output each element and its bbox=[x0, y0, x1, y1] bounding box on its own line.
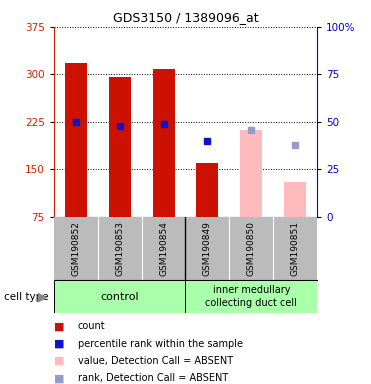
Title: GDS3150 / 1389096_at: GDS3150 / 1389096_at bbox=[113, 11, 258, 24]
Text: GSM190850: GSM190850 bbox=[247, 221, 256, 276]
Text: GSM190851: GSM190851 bbox=[291, 221, 300, 276]
Text: GSM190852: GSM190852 bbox=[71, 221, 80, 276]
Text: ■: ■ bbox=[54, 339, 64, 349]
Text: GSM190853: GSM190853 bbox=[115, 221, 124, 276]
Text: rank, Detection Call = ABSENT: rank, Detection Call = ABSENT bbox=[78, 373, 228, 383]
Text: inner medullary
collecting duct cell: inner medullary collecting duct cell bbox=[206, 285, 297, 308]
Bar bbox=[65, 63, 87, 217]
Text: ■: ■ bbox=[54, 356, 64, 366]
Text: ■: ■ bbox=[54, 373, 64, 383]
Bar bbox=[197, 163, 219, 217]
Text: count: count bbox=[78, 321, 105, 331]
Bar bbox=[284, 182, 306, 217]
Text: percentile rank within the sample: percentile rank within the sample bbox=[78, 339, 243, 349]
Text: control: control bbox=[100, 291, 139, 302]
Text: cell type: cell type bbox=[4, 291, 48, 302]
Bar bbox=[109, 77, 131, 217]
Bar bbox=[54, 280, 185, 313]
Text: ■: ■ bbox=[54, 321, 64, 331]
Bar bbox=[186, 280, 317, 313]
Text: GSM190854: GSM190854 bbox=[159, 221, 168, 276]
Text: value, Detection Call = ABSENT: value, Detection Call = ABSENT bbox=[78, 356, 233, 366]
Text: GSM190849: GSM190849 bbox=[203, 221, 212, 276]
Bar bbox=[240, 129, 262, 217]
Text: ▶: ▶ bbox=[38, 290, 47, 303]
Bar bbox=[152, 70, 174, 217]
